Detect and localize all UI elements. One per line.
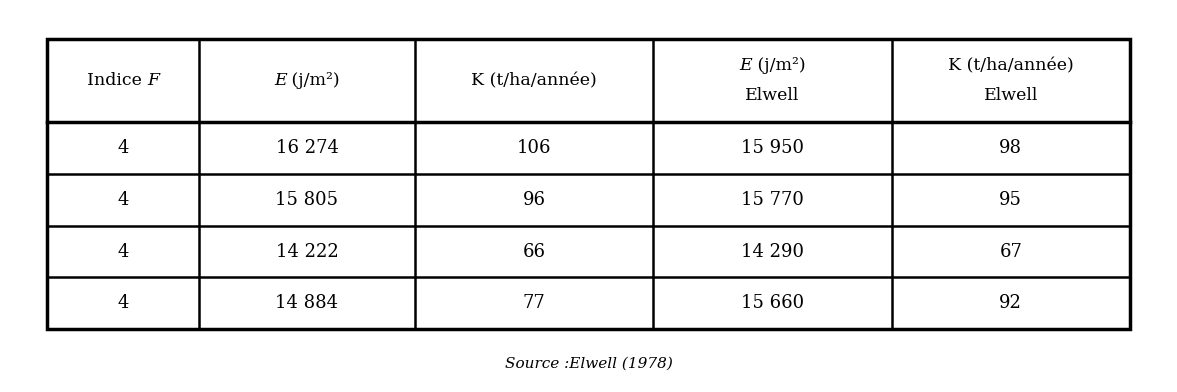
Text: 4: 4 [118,294,128,312]
Text: 14 290: 14 290 [742,243,804,261]
Text: (j/m²): (j/m²) [752,57,806,74]
Text: E: E [739,57,752,74]
Text: 15 770: 15 770 [742,191,804,209]
Text: 67: 67 [999,243,1023,261]
Text: 14 884: 14 884 [275,294,339,312]
Text: 14 222: 14 222 [275,243,338,261]
Text: Elwell: Elwell [745,87,799,104]
Text: 15 805: 15 805 [275,191,339,209]
Text: K (t/ha/année): K (t/ha/année) [947,57,1073,74]
Text: 92: 92 [999,294,1023,312]
Text: F: F [147,72,159,89]
Text: 4: 4 [118,243,128,261]
Text: (j/m²): (j/m²) [286,72,340,89]
Text: 4: 4 [118,191,128,209]
Text: 15 660: 15 660 [742,294,804,312]
Text: 96: 96 [523,191,546,209]
Text: E: E [274,72,286,89]
Text: 95: 95 [999,191,1023,209]
Text: 66: 66 [523,243,546,261]
Bar [47,39,1130,329]
Text: 106: 106 [517,139,552,157]
Text: Elwell: Elwell [984,87,1038,104]
Text: 4: 4 [118,139,128,157]
Text: Indice: Indice [87,72,147,89]
Text: 15 950: 15 950 [742,139,804,157]
Text: K (t/ha/année): K (t/ha/année) [472,72,597,89]
Text: 98: 98 [999,139,1023,157]
Text: 16 274: 16 274 [275,139,339,157]
Text: 77: 77 [523,294,546,312]
Text: Source :Elwell (1978): Source :Elwell (1978) [505,357,672,371]
